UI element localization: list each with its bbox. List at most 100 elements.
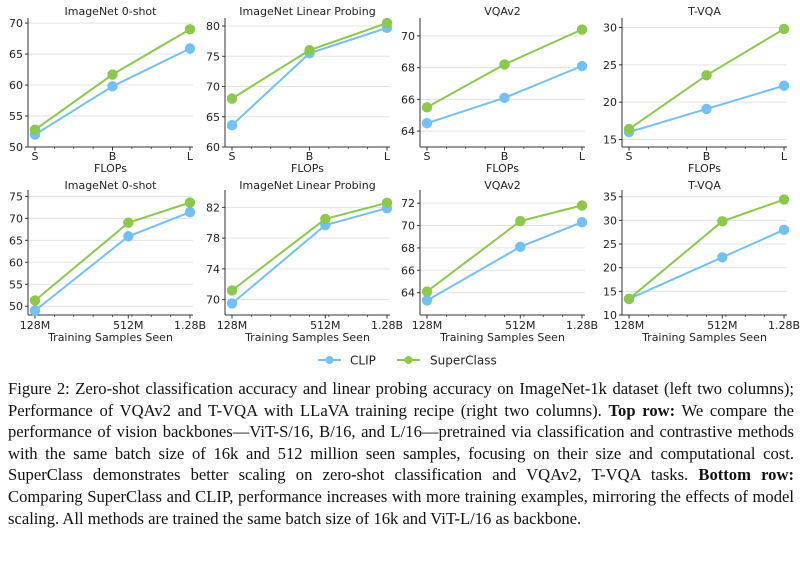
x-tick-label: 512M [113,319,144,332]
caption-bottom-row-text: Comparing SuperClass and CLIP, performan… [8,486,794,528]
x-tick-label: L [384,150,391,163]
y-tick-label: 55 [9,110,23,123]
data-point-superclass [29,295,41,306]
y-tick-label: 68 [401,242,415,255]
series-line-superclass [426,204,583,293]
caption-bottom-row-label: Bottom row: [698,465,794,485]
y-tick-label: 74 [206,263,220,276]
x-axis-label: FLOPs [291,162,324,175]
y-tick-label: 10 [603,309,617,322]
chart-panel-7: 64 66 68 70 72 128M 512M 1.28B VQAv2 Training Sam… [401,179,598,344]
data-point-clip [576,216,588,228]
legend-superclass-label: SuperClass [430,354,497,368]
x-tick-label: L [579,150,586,163]
data-point-superclass [304,45,315,56]
data-point-superclass [184,197,196,208]
x-tick-label: 1.28B [566,319,598,332]
caption-paragraph: Figure 2: Zero-shot classification accur… [8,378,794,529]
y-tick-label: 70 [9,17,23,30]
x-tick-label: S [229,150,236,163]
data-point-superclass [421,286,433,297]
data-point-clip [421,117,433,129]
y-tick-label: 78 [206,232,220,245]
y-tick-label: 75 [206,50,220,63]
chart-title: VQAv2 [484,179,521,192]
data-point-clip [107,81,118,92]
y-tick-label: 70 [401,30,415,43]
x-tick-label: L [781,150,788,163]
y-tick-label: 35 [603,191,617,204]
y-tick-label: 70 [206,81,220,94]
data-point-clip [123,231,134,242]
y-tick-label: 65 [206,111,220,124]
chart-panel-8: 10 15 20 25 30 35 128M 512M 1.28B T-VQA Training S… [603,179,800,344]
chart-title: VQAv2 [484,5,521,18]
data-point-clip [184,43,196,54]
y-tick-label: 64 [401,125,415,138]
y-tick-label: 50 [9,300,23,313]
y-tick-label: 15 [603,285,617,298]
chart-panel-4: 15 20 25 30 S B L T-VQA FLOPs [603,5,790,175]
y-tick-label: 65 [9,234,23,247]
data-point-superclass [778,194,790,205]
caption-lead: Figure 2: Zero-shot classification accur… [8,379,794,420]
data-point-clip [29,305,41,316]
data-point-clip [576,60,588,72]
data-point-clip [499,92,510,103]
x-tick-label: B [306,150,314,163]
y-tick-label: 64 [401,287,415,300]
data-point-superclass [320,213,331,225]
x-tick-label: S [32,150,39,163]
caption-top-row-text: We compare the performance of vision bac… [8,400,795,485]
data-point-superclass [421,102,433,113]
y-tick-label: 72 [401,197,415,210]
data-point-clip [184,207,196,218]
data-point-superclass [226,93,238,104]
x-axis-label: Training Samples Seen [244,331,370,344]
legend: CLIP SuperClass [318,354,497,368]
y-tick-label: 60 [9,256,23,269]
x-tick-label: 512M [707,319,738,332]
data-point-superclass [623,123,635,135]
y-tick-label: 75 [9,190,23,203]
data-point-clip [701,103,712,115]
y-tick-label: 80 [206,20,220,33]
figure-caption: Figure 2: Zero-shot classification accur… [8,378,794,529]
y-tick-label: 15 [603,134,617,147]
chart-panel-2: 60 65 70 75 80 S B L ImageNet Linear Probing FLOP… [206,5,393,175]
y-tick-label: 65 [9,48,23,61]
chart-title: ImageNet Linear Probing [239,179,375,192]
data-point-superclass [499,59,510,70]
data-point-superclass [381,17,393,29]
chart-title: T-VQA [687,5,721,18]
y-tick-label: 30 [603,21,617,34]
data-point-superclass [29,124,41,135]
series-line-superclass [231,22,388,100]
x-tick-label: 512M [505,319,536,332]
data-point-superclass [623,293,635,305]
figure-charts: CLIP SuperClass 50 55 60 65 70 S B L ImageNet 0-… [9,5,800,368]
y-tick-label: 55 [9,278,23,291]
data-point-superclass [717,216,728,227]
data-point-clip [717,252,728,263]
y-tick-label: 25 [603,59,617,72]
chart-panel-1: 50 55 60 65 70 S B L ImageNet 0-shot FLOPs [9,5,196,175]
x-tick-label: 128M [614,319,645,332]
data-point-superclass [226,285,238,296]
x-tick-label: L [187,150,194,163]
y-tick-label: 68 [401,62,415,75]
data-point-superclass [701,70,712,81]
y-tick-label: 82 [206,201,220,214]
chart-panel-3: 64 66 68 70 S B L VQAv2 FLOPs [401,5,588,175]
x-axis-label: Training Samples Seen [47,331,173,344]
x-tick-label: 128M [412,319,443,332]
data-point-superclass [184,24,196,35]
series-line-clip [231,207,388,305]
x-axis-label: FLOPs [94,162,127,175]
series-line-superclass [231,201,388,292]
data-point-clip [778,224,790,236]
y-tick-label: 25 [603,238,617,251]
chart-title: ImageNet 0-shot [65,5,158,18]
data-point-superclass [515,215,526,227]
x-tick-label: 512M [310,319,341,332]
